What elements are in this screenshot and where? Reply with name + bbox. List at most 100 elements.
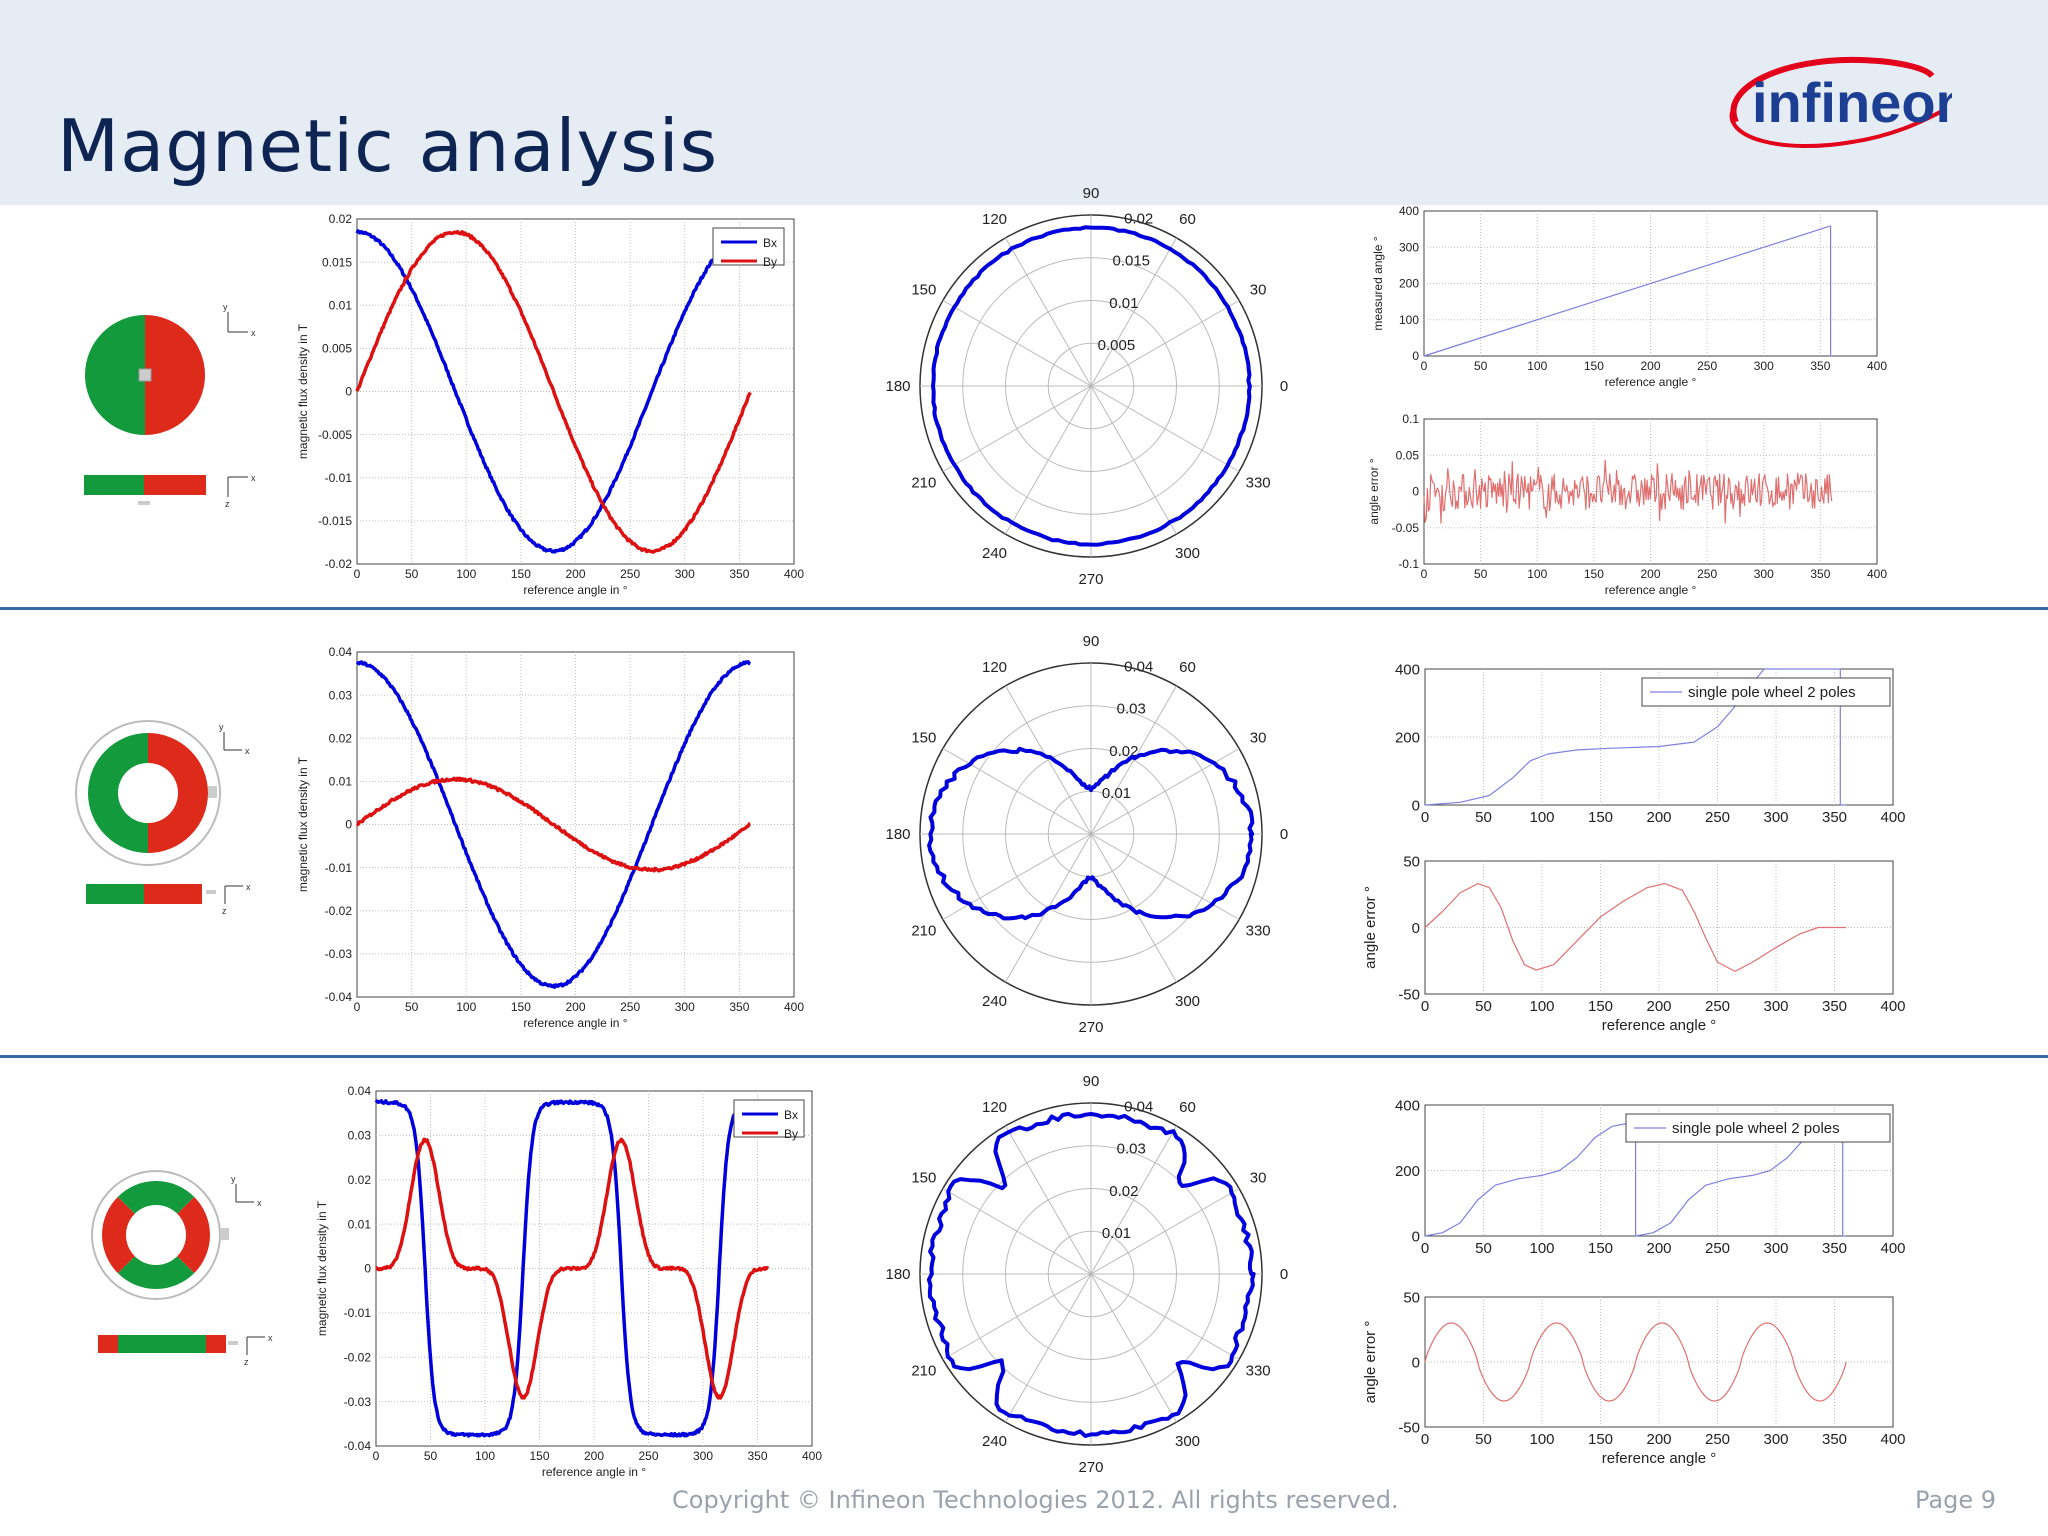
y-tick-label: 0 [345, 818, 352, 832]
y-tick-label: -0.1 [1398, 557, 1419, 571]
angle-label: 330 [1246, 1363, 1271, 1380]
r1-polar-plot: 0 30 60 90 120 150 180 210 240 270 300 330 0.005 0.01… [885, 185, 1288, 588]
angle-label: 60 [1179, 1099, 1196, 1116]
y-tick-label: 100 [1399, 313, 1419, 327]
y-axis-label: angle error ° [1362, 1321, 1379, 1404]
x-tick-label: 50 [405, 567, 419, 581]
y-tick-label: -0.04 [344, 1439, 372, 1453]
diametric-magnet-side-view-icon: xz [84, 473, 256, 509]
radius-label: 0.01 [1102, 785, 1131, 802]
x-tick-label: 100 [1529, 998, 1554, 1015]
copyright-text: Copyright © Infineon Technologies 2012. … [672, 1486, 1399, 1514]
radius-label: 0.04 [1124, 1099, 1153, 1116]
angle-label: 30 [1250, 730, 1267, 747]
x-tick-label: 150 [1588, 809, 1613, 826]
x-tick-label: 400 [1880, 1240, 1905, 1257]
y-tick-label: 400 [1399, 204, 1419, 218]
y-tick-label: 0 [345, 385, 352, 399]
angle-label: 240 [982, 993, 1007, 1010]
x-tick-label: 100 [1527, 567, 1547, 581]
polar-series-line [927, 746, 1255, 921]
x-tick-label: 400 [1880, 998, 1905, 1015]
x-tick-label: 50 [1474, 567, 1488, 581]
angle-label: 30 [1250, 1170, 1267, 1187]
radius-label: 0.02 [1124, 211, 1153, 228]
y-tick-label: -0.04 [325, 990, 353, 1004]
y-axis-label: magnetic flux density in T [296, 323, 310, 459]
angle-label: 90 [1083, 185, 1100, 202]
x-tick-label: 350 [729, 567, 749, 581]
angle-label: 60 [1179, 659, 1196, 676]
x-tick-label: 300 [1763, 1431, 1788, 1448]
y-tick-label: -0.02 [325, 557, 353, 571]
x-tick-label: 100 [456, 567, 476, 581]
x-tick-label: 0 [354, 567, 361, 581]
y-tick-label: 0.04 [348, 1084, 372, 1098]
y-tick-label: 0 [1412, 485, 1419, 499]
angle-label: 270 [1078, 571, 1103, 588]
radius-label: 0.015 [1112, 253, 1150, 270]
page-title: Magnetic analysis [57, 104, 719, 188]
y-tick-label: 0.02 [329, 731, 353, 745]
angle-label: 60 [1179, 211, 1196, 228]
by-line [375, 1137, 770, 1400]
y-tick-label: 300 [1399, 240, 1419, 254]
y-tick-label: -0.01 [344, 1306, 372, 1320]
x-tick-label: 300 [1763, 1240, 1788, 1257]
polar-series-line [926, 1111, 1256, 1438]
angle-label: 150 [911, 730, 936, 747]
legend-label: Bx [784, 1108, 798, 1122]
svg-text:x: x [251, 473, 256, 483]
y-tick-label: -0.005 [318, 428, 352, 442]
y-tick-label: 0.01 [329, 298, 353, 312]
header-band [0, 0, 2048, 205]
x-tick-label: 300 [675, 1000, 695, 1014]
y-axis-label: magnetic flux density in T [296, 756, 310, 892]
y-tick-label: -50 [1398, 986, 1420, 1003]
x-tick-label: 50 [1475, 1431, 1492, 1448]
y-tick-label: 0.1 [1402, 412, 1419, 426]
x-tick-label: 350 [1822, 809, 1847, 826]
r3-polar-plot: 0 30 60 90 120 150 180 210 240 270 300 330 0.01 0.02 0… [885, 1073, 1288, 1476]
angle-label: 180 [885, 378, 910, 395]
x-tick-label: 200 [584, 1449, 604, 1463]
y-tick-label: 0.02 [329, 212, 353, 226]
y-tick-label: 0.01 [348, 1217, 372, 1231]
r2-error-plot: 0 50 100 150 200 250 300 350 400-50050reference … [1362, 853, 1906, 1034]
y-tick-label: 0 [1412, 1228, 1420, 1245]
y-tick-label: 50 [1403, 1289, 1420, 1306]
x-tick-label: 200 [1646, 998, 1671, 1015]
angle-label: 150 [911, 282, 936, 299]
x-tick-label: 50 [1475, 809, 1492, 826]
angle-label: 270 [1078, 1459, 1103, 1476]
y-tick-label: -0.015 [318, 514, 352, 528]
angle-label: 240 [982, 545, 1007, 562]
radius-label: 0.01 [1109, 295, 1138, 312]
r2-polar-plot: 03060901201501802102402703003300.010.020… [885, 633, 1288, 1036]
r1-error-plot: 0 50 100 150 200 250 300 350 400 -0.1 -0.05 0 0.05 0.… [1367, 412, 1887, 597]
y-tick-label: 200 [1395, 1163, 1420, 1180]
y-axis-label: measured angle ° [1371, 236, 1385, 330]
polar-spoke [942, 300, 1240, 472]
r2-flux-plot: 0 50 100 150 200 250 300 350 400 -0.04 -0.03 -0.02 -… [296, 645, 804, 1030]
x-axis-label: reference angle in ° [523, 583, 627, 597]
angle-label: 120 [982, 1099, 1007, 1116]
y-tick-label: 0.04 [329, 645, 353, 659]
angle-label: 300 [1175, 545, 1200, 562]
angle-label: 30 [1250, 282, 1267, 299]
y-tick-label: -0.03 [325, 947, 353, 961]
x-tick-label: 400 [1880, 1431, 1905, 1448]
legend-box [1625, 1113, 1891, 1143]
x-tick-label: 100 [1529, 1240, 1554, 1257]
by-line [355, 229, 752, 554]
x-tick-label: 300 [1763, 998, 1788, 1015]
angle-label: 180 [885, 1266, 910, 1283]
x-tick-label: 150 [1588, 1431, 1613, 1448]
angle-label: 300 [1175, 993, 1200, 1010]
y-tick-label: -0.02 [344, 1350, 372, 1364]
y-tick-label: 0 [1412, 1354, 1420, 1371]
x-tick-label: 150 [1584, 359, 1604, 373]
legend-label: single pole wheel 2 poles [1672, 1120, 1840, 1137]
x-tick-label: 300 [675, 567, 695, 581]
x-tick-label: 50 [405, 1000, 419, 1014]
